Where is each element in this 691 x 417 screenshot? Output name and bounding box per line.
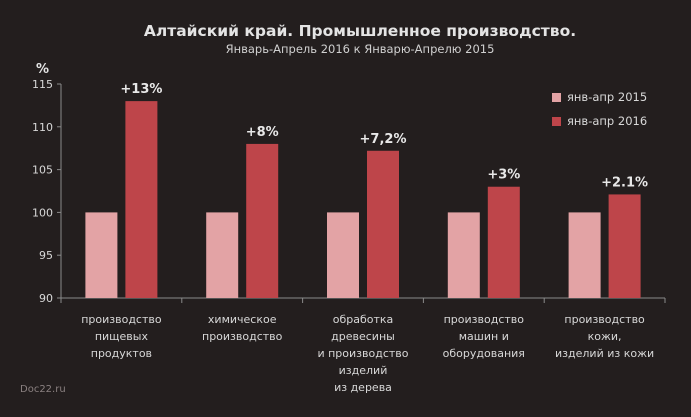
legend-swatch (552, 117, 561, 126)
bar-2016 (367, 150, 399, 298)
category-label: химическое производство (202, 313, 283, 343)
bar-2016 (125, 101, 158, 299)
y-tick-label: 105 (32, 164, 53, 177)
legend-label: янв-апр 2016 (567, 114, 647, 128)
category-label: производство кожи, изделий из кожи (555, 313, 654, 360)
y-axis-label: % (36, 62, 49, 77)
chart-subtitle: Январь-Апрель 2016 к Январю-Апрелю 2015 (226, 42, 495, 56)
y-tick-label: 115 (32, 78, 53, 91)
category-label: производство машин и оборудования (443, 313, 525, 360)
y-tick-label: 90 (39, 292, 53, 305)
bar-2015 (447, 212, 480, 298)
category-label-line: и производство (317, 347, 408, 360)
category-label-line: кожи, (588, 330, 622, 343)
chart-title: Алтайский край. Промышленное производств… (144, 22, 576, 40)
bar-2016 (246, 143, 279, 298)
legend-label: янв-апр 2015 (567, 90, 647, 104)
axes: 90 95 100 105 110 115 (32, 78, 666, 305)
data-labels-layer: +13% +8% +7,2% +3% +2.1% (120, 82, 648, 190)
category-label: производство пищевых продуктов (81, 313, 162, 360)
bar-2016 (608, 194, 641, 298)
data-label: +8% (246, 125, 279, 140)
data-label: +7,2% (360, 132, 407, 147)
category-label-line: продуктов (91, 347, 152, 360)
category-label-line: обработка (333, 313, 394, 326)
category-label-line: из дерева (334, 381, 392, 394)
category-label-line: производство (81, 313, 162, 326)
category-labels-layer: производство пищевых продуктов химическое пр… (81, 313, 654, 394)
category-label-line: оборудования (443, 347, 525, 360)
category-label-line: изделий (339, 364, 388, 377)
y-tick-label: 100 (32, 206, 53, 219)
bar-2015 (85, 212, 118, 298)
category-label-line: производство (564, 313, 645, 326)
legend-swatch (552, 93, 561, 102)
category-label-line: химическое (208, 313, 277, 326)
y-tick-label: 95 (39, 249, 53, 262)
bar-2015 (327, 212, 359, 298)
data-label: +3% (487, 168, 520, 183)
legend: янв-апр 2015 янв-апр 2016 (552, 90, 647, 128)
bar-2016 (487, 186, 520, 298)
category-label-line: изделий из кожи (555, 347, 654, 360)
bars-layer (85, 101, 641, 299)
y-tick-label: 110 (32, 121, 53, 134)
category-label-line: производство (202, 330, 283, 343)
watermark-text: Doc22.ru (20, 384, 66, 395)
category-label-line: древесины (331, 330, 395, 343)
category-label-line: пищевых (95, 330, 149, 343)
bar-2015 (568, 212, 601, 298)
category-label-line: машин и (459, 330, 509, 343)
category-label-line: производство (444, 313, 525, 326)
bar-2015 (206, 212, 239, 298)
data-label: +13% (120, 82, 162, 97)
data-label: +2.1% (601, 175, 648, 190)
category-label: обработка древесины и производство изделий и… (317, 313, 408, 394)
